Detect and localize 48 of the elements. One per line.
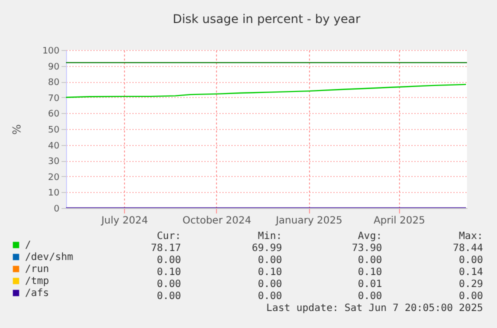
text: 0.00 bbox=[458, 291, 483, 302]
text: Cur: bbox=[156, 231, 181, 242]
chart-title: Disk usage in percent - by year bbox=[172, 12, 360, 26]
y-tick-label: 0 bbox=[54, 204, 60, 214]
text: 78.17 bbox=[150, 243, 181, 254]
y-tick-label: 10 bbox=[48, 188, 60, 199]
text: 0.00 bbox=[458, 255, 483, 266]
text: 0.14 bbox=[458, 267, 483, 278]
text: 0.00 bbox=[156, 291, 181, 302]
text: 0.10 bbox=[358, 267, 382, 278]
text: 0.10 bbox=[258, 267, 282, 278]
text: Max: bbox=[458, 231, 483, 242]
x-tick-label: April 2025 bbox=[374, 216, 426, 226]
text: 69.99 bbox=[252, 243, 282, 254]
x-tick-label: July 2024 bbox=[100, 216, 148, 226]
x-tick-label: January 2025 bbox=[274, 216, 342, 226]
legend-label: / bbox=[25, 240, 32, 251]
y-axis-title: % bbox=[10, 124, 24, 135]
text: 0.00 bbox=[358, 291, 382, 302]
text: 0.10 bbox=[156, 267, 181, 278]
y-tick-label: 40 bbox=[48, 141, 60, 152]
text: 0.00 bbox=[156, 255, 181, 266]
y-tick-label: 80 bbox=[48, 78, 60, 88]
text: 0.00 bbox=[358, 255, 382, 266]
text: 0.29 bbox=[458, 279, 483, 290]
y-tick-label: 30 bbox=[48, 157, 60, 168]
text: 78.44 bbox=[452, 243, 483, 254]
x-tick-label: October 2024 bbox=[182, 216, 252, 226]
legend-label: /dev/shm bbox=[25, 252, 74, 263]
text: 0.01 bbox=[358, 279, 382, 290]
text: Last update: Sat Jun 7 20:05:00 2025 bbox=[266, 303, 483, 314]
text: 73.90 bbox=[352, 243, 382, 254]
text: Avg: bbox=[358, 231, 382, 242]
text: 0.00 bbox=[258, 279, 282, 290]
text: Min: bbox=[258, 231, 282, 242]
y-tick-label: 90 bbox=[48, 62, 60, 72]
y-tick-label: 50 bbox=[48, 126, 60, 136]
y-tick-label: 100 bbox=[42, 46, 60, 56]
text: 0.00 bbox=[258, 291, 282, 302]
line-series bbox=[66, 84, 467, 98]
text: 0.00 bbox=[258, 255, 282, 266]
y-tick-label: 60 bbox=[48, 110, 60, 120]
y-tick-label: 70 bbox=[48, 94, 60, 104]
text: 0.00 bbox=[156, 279, 181, 290]
y-tick-label: 20 bbox=[48, 172, 60, 183]
legend-label: /afs bbox=[25, 288, 50, 299]
legend-label: /tmp bbox=[25, 276, 50, 287]
legend-label: /run bbox=[25, 264, 50, 275]
